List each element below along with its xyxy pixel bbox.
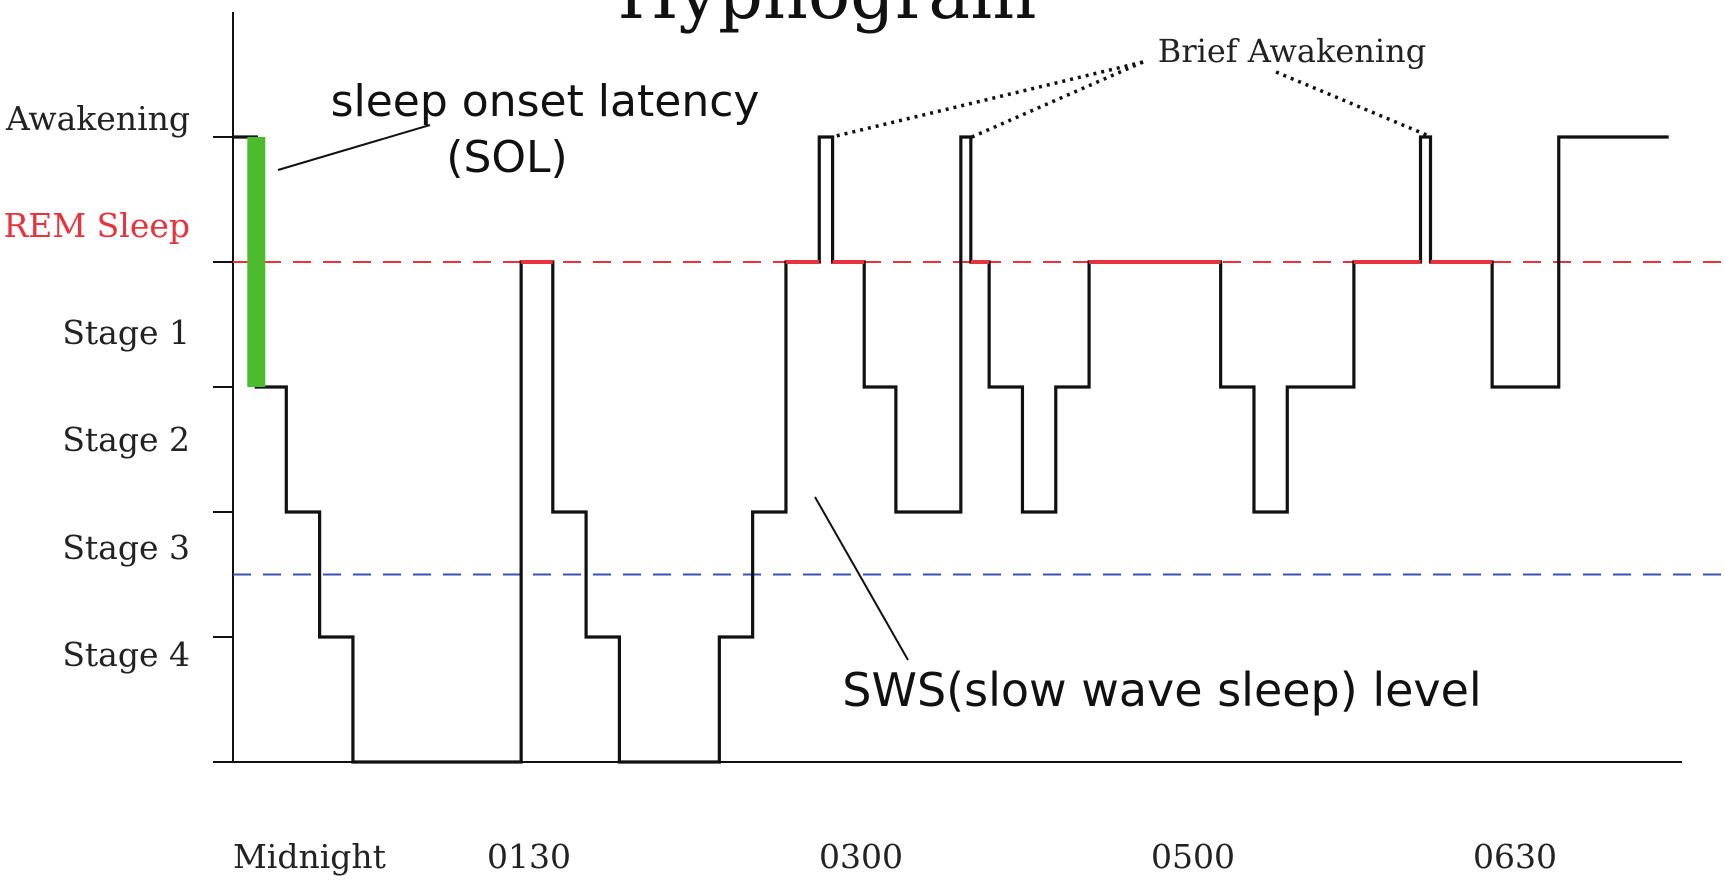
x-label-0300: 0300 [819, 837, 903, 876]
brief-awakening-label: Brief Awakening [1158, 32, 1426, 70]
brief-awakening-pointer [831, 60, 1144, 139]
brief-awakening-pointers [831, 60, 1433, 139]
hypnogram-series-line [233, 135, 1669, 764]
y-label-rem-sleep: REM Sleep [3, 206, 190, 245]
y-label-stage-3: Stage 3 [62, 528, 190, 567]
y-ticks [213, 136, 233, 763]
x-label-0130: 0130 [487, 837, 571, 876]
brief-awakening-pointer [971, 60, 1144, 139]
sol-pointer-line [277, 124, 431, 171]
chart-title: Hypnogram [617, 0, 1036, 35]
brief-awakening-pointer [1275, 70, 1433, 139]
y-label-stage-1: Stage 1 [62, 313, 190, 352]
y-label-awakening: Awakening [5, 99, 190, 138]
sws-pointer-line [814, 496, 909, 661]
x-label-0630: 0630 [1473, 837, 1557, 876]
sol-label-line1: sleep onset latency [331, 76, 760, 127]
y-label-stage-2: Stage 2 [62, 420, 190, 459]
y-tick-labels: Awakening REM Sleep Stage 1 Stage 2 Stag… [3, 99, 190, 674]
x-label-0500: 0500 [1151, 837, 1235, 876]
x-tick-labels: Midnight 0130 0300 0500 0630 [233, 837, 1557, 876]
sol-label-line2: (SOL) [446, 132, 567, 183]
x-label-midnight: Midnight [233, 837, 386, 876]
sol-bar [247, 137, 266, 387]
sws-label: SWS(slow wave sleep) level [842, 663, 1481, 717]
y-label-stage-4: Stage 4 [62, 635, 190, 674]
